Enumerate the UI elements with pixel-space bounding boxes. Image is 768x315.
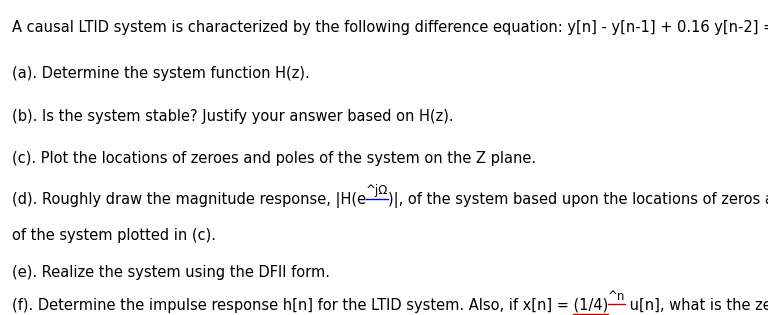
Text: (c). Plot the locations of zeroes and poles of the system on the Z plane.: (c). Plot the locations of zeroes and po… <box>12 151 535 166</box>
Text: u[n], what is the zero-state: u[n], what is the zero-state <box>625 298 768 313</box>
Text: (d). Roughly draw the magnitude response, |H(e: (d). Roughly draw the magnitude response… <box>12 192 366 208</box>
Text: (a). Determine the system function H(z).: (a). Determine the system function H(z). <box>12 66 310 81</box>
Text: of the system plotted in (c).: of the system plotted in (c). <box>12 228 216 243</box>
Text: )|, of the system based upon the locations of zeros and poles: )|, of the system based upon the locatio… <box>388 192 768 208</box>
Text: (f). Determine the impulse response h[n] for the LTID system. Also, if x[n] =: (f). Determine the impulse response h[n]… <box>12 298 573 313</box>
Text: (e). Realize the system using the DFII form.: (e). Realize the system using the DFII f… <box>12 265 329 280</box>
Text: ^n: ^n <box>607 290 625 303</box>
Text: (f). Determine the impulse response h[n] for the LTID system. Also, if x[n] = (1: (f). Determine the impulse response h[n]… <box>12 298 607 313</box>
Text: (f). Determine the impulse response h[n] for the LTID system. Also, if x[n] = (1: (f). Determine the impulse response h[n]… <box>12 298 607 313</box>
Text: ^jΩ: ^jΩ <box>366 184 388 197</box>
Text: (b). Is the system stable? Justify your answer based on H(z).: (b). Is the system stable? Justify your … <box>12 109 453 124</box>
Text: A causal LTID system is characterized by the following difference equation: y[n]: A causal LTID system is characterized by… <box>12 20 768 36</box>
